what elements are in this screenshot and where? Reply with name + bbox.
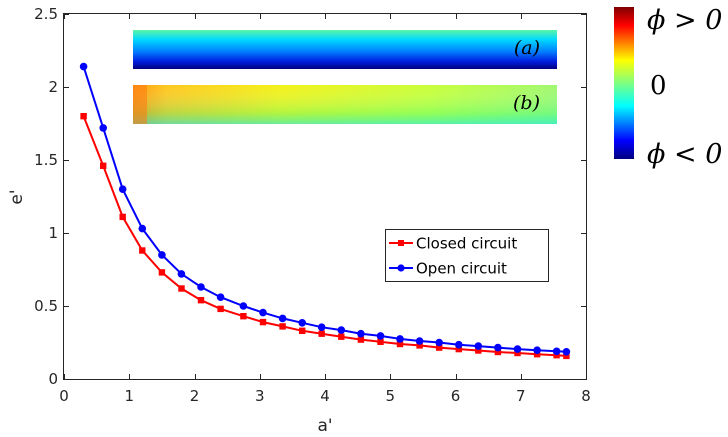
legend-box bbox=[385, 229, 549, 282]
y-tick-label: 2 bbox=[48, 78, 58, 96]
data-point bbox=[99, 124, 107, 132]
data-series bbox=[79, 62, 571, 360]
data-point bbox=[513, 345, 522, 353]
data-point bbox=[259, 308, 267, 317]
x-tick-label: 2 bbox=[190, 387, 200, 405]
y-tick-label: 2.5 bbox=[34, 5, 58, 23]
legend-label-closed: Closed circuit bbox=[416, 235, 517, 253]
data-point bbox=[376, 332, 385, 340]
axis-ticks bbox=[64, 14, 587, 380]
x-tick-label: 0 bbox=[59, 387, 69, 405]
data-point bbox=[552, 347, 561, 356]
data-point bbox=[278, 314, 287, 323]
data-point bbox=[494, 343, 502, 352]
data-point bbox=[240, 313, 247, 320]
x-tick-label: 7 bbox=[516, 387, 526, 405]
inset-a: (a) bbox=[133, 30, 557, 69]
data-point bbox=[197, 297, 205, 304]
data-point bbox=[158, 251, 166, 259]
data-point bbox=[79, 62, 88, 71]
x-axis-label: a' bbox=[317, 416, 332, 436]
data-point bbox=[475, 347, 482, 354]
legend-label-open: Open circuit bbox=[416, 260, 507, 278]
colorbar-label-negative: ϕ < 0 bbox=[647, 139, 722, 170]
colorbar-gradient bbox=[614, 7, 634, 159]
data-point bbox=[474, 342, 483, 350]
data-point bbox=[118, 185, 127, 193]
y-tick-label: 1.5 bbox=[34, 151, 58, 169]
inset-b: (b) bbox=[133, 85, 557, 124]
axis-tick-labels: 0 1 2 3 4 5 6 7 8 0 0.5 1 1.5 2 2.5 bbox=[34, 5, 591, 405]
data-point bbox=[338, 333, 345, 340]
data-point bbox=[158, 269, 166, 276]
data-point bbox=[100, 162, 107, 169]
series-closed-circuit bbox=[80, 113, 570, 360]
data-point bbox=[415, 337, 424, 345]
data-point bbox=[553, 352, 560, 359]
colorbar: ϕ > 0 0 ϕ < 0 bbox=[614, 5, 722, 170]
data-point bbox=[279, 323, 286, 330]
data-point bbox=[455, 340, 463, 349]
data-point bbox=[357, 336, 365, 343]
data-point bbox=[239, 302, 248, 310]
colorbar-label-zero: 0 bbox=[650, 71, 667, 101]
data-point bbox=[197, 283, 205, 291]
data-point bbox=[138, 224, 147, 233]
data-point bbox=[259, 318, 267, 326]
data-point bbox=[533, 346, 541, 355]
data-point bbox=[216, 293, 225, 302]
data-point bbox=[435, 338, 444, 347]
x-tick-label: 1 bbox=[124, 387, 134, 405]
series-line bbox=[82, 115, 567, 357]
data-point bbox=[396, 340, 404, 348]
legend: Closed circuit Open circuit bbox=[385, 229, 549, 282]
legend-marker-open bbox=[397, 264, 405, 272]
data-point bbox=[377, 338, 384, 345]
y-tick-label: 0 bbox=[48, 370, 58, 388]
data-point bbox=[562, 348, 571, 356]
x-tick-label: 5 bbox=[385, 387, 395, 405]
y-axis-label: e' bbox=[7, 189, 27, 204]
data-point bbox=[317, 323, 326, 332]
y-tick-label: 0.5 bbox=[34, 297, 58, 315]
data-point bbox=[533, 351, 541, 358]
data-point bbox=[139, 247, 146, 254]
y-tick-label: 1 bbox=[48, 224, 58, 242]
data-point bbox=[299, 327, 306, 334]
data-point bbox=[298, 319, 307, 327]
data-point bbox=[119, 213, 126, 221]
colorbar-label-positive: ϕ > 0 bbox=[647, 5, 722, 36]
data-point bbox=[217, 305, 224, 313]
x-tick-label: 8 bbox=[581, 387, 591, 405]
data-point bbox=[337, 326, 346, 334]
data-point bbox=[494, 348, 502, 356]
data-point bbox=[436, 344, 443, 351]
data-point bbox=[178, 285, 185, 292]
series-open-circuit bbox=[79, 62, 571, 356]
data-point bbox=[563, 352, 570, 360]
data-point bbox=[177, 270, 186, 278]
data-point bbox=[396, 335, 404, 343]
data-point bbox=[455, 345, 462, 353]
data-point bbox=[514, 349, 521, 357]
data-point bbox=[357, 329, 365, 338]
data-point bbox=[416, 342, 423, 349]
x-tick-label: 3 bbox=[255, 387, 265, 405]
legend-marker-closed bbox=[398, 240, 404, 246]
data-point bbox=[318, 330, 325, 337]
data-point bbox=[80, 113, 87, 120]
inset-a-label: (a) bbox=[514, 37, 540, 59]
x-tick-label: 6 bbox=[451, 387, 461, 405]
inset-b-label: (b) bbox=[513, 92, 540, 114]
inset-a-field bbox=[133, 30, 557, 69]
plot-area bbox=[63, 13, 587, 380]
x-tick-label: 4 bbox=[320, 387, 330, 405]
